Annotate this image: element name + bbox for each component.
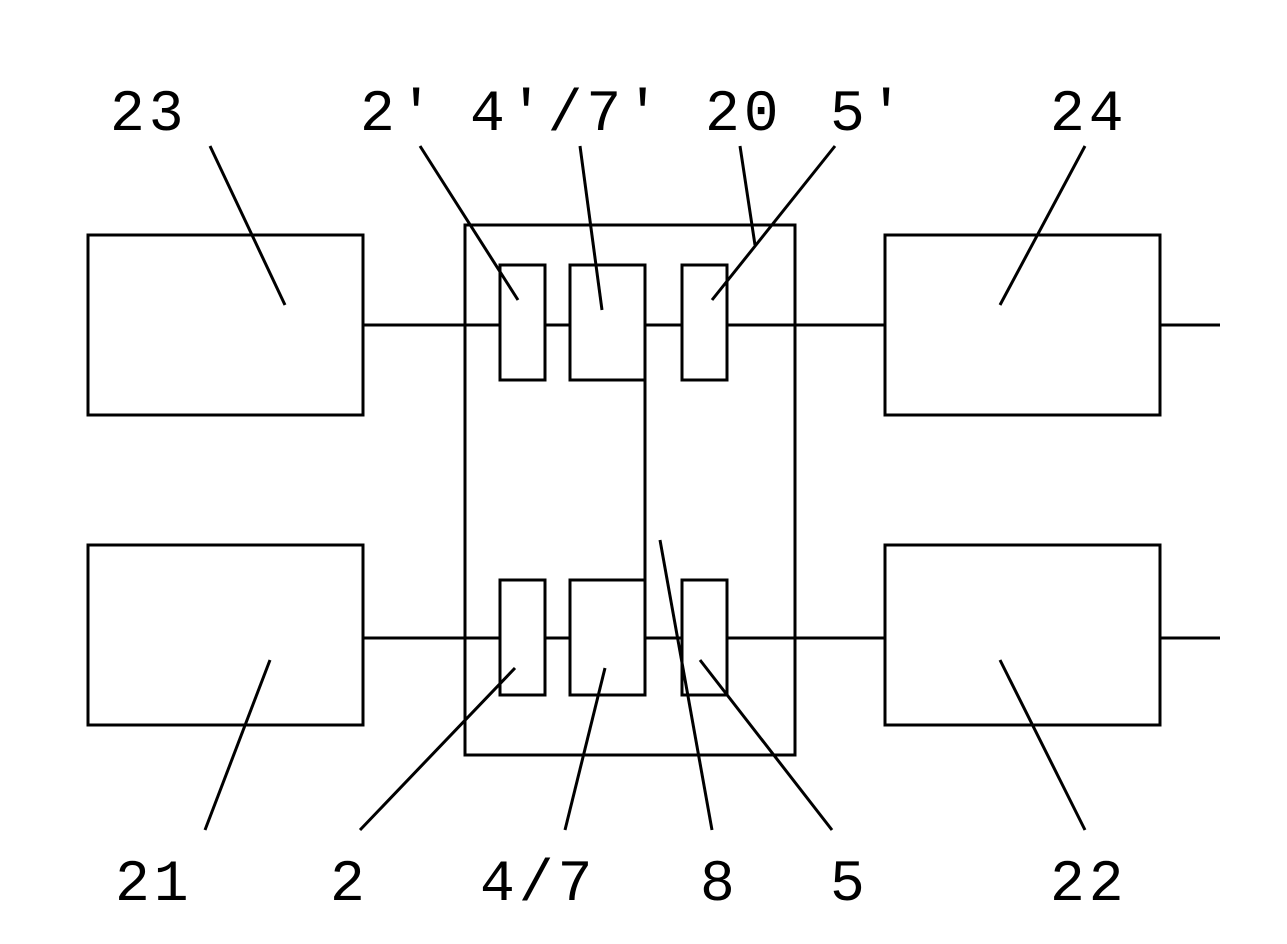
leader-24 xyxy=(1000,146,1085,305)
leader-5p xyxy=(712,146,835,300)
leader-23 xyxy=(210,146,285,305)
label-5p: 5' xyxy=(830,83,908,148)
label-47: 4/7 xyxy=(480,853,596,918)
leader-8 xyxy=(660,540,712,830)
leader-2p xyxy=(420,146,518,300)
leader-4p7p xyxy=(580,146,602,310)
label-22: 22 xyxy=(1050,853,1128,918)
leader-20 xyxy=(740,146,755,245)
box-5 xyxy=(682,580,727,695)
label-2p: 2' xyxy=(360,83,438,148)
label-24: 24 xyxy=(1050,83,1128,148)
leader-2 xyxy=(360,668,515,830)
label-20: 20 xyxy=(705,83,783,148)
label-21: 21 xyxy=(115,853,193,918)
label-4p7p: 4'/7' xyxy=(470,83,664,148)
box-20 xyxy=(465,225,795,755)
leader-21 xyxy=(205,660,270,830)
label-5: 5 xyxy=(830,853,869,918)
box-21 xyxy=(88,545,363,725)
diagram-container: 23 2' 4'/7' 20 5' 24 21 2 4/7 8 5 22 xyxy=(0,0,1287,944)
label-8: 8 xyxy=(700,853,739,918)
block-diagram-svg: 23 2' 4'/7' 20 5' 24 21 2 4/7 8 5 22 xyxy=(0,0,1287,944)
box-22 xyxy=(885,545,1160,725)
label-23: 23 xyxy=(110,83,188,148)
box-23 xyxy=(88,235,363,415)
box-5-prime xyxy=(682,265,727,380)
box-4-7-prime xyxy=(570,265,645,380)
label-2: 2 xyxy=(330,853,369,918)
leader-5 xyxy=(700,660,832,830)
box-4-7 xyxy=(570,580,645,695)
leader-22 xyxy=(1000,660,1085,830)
